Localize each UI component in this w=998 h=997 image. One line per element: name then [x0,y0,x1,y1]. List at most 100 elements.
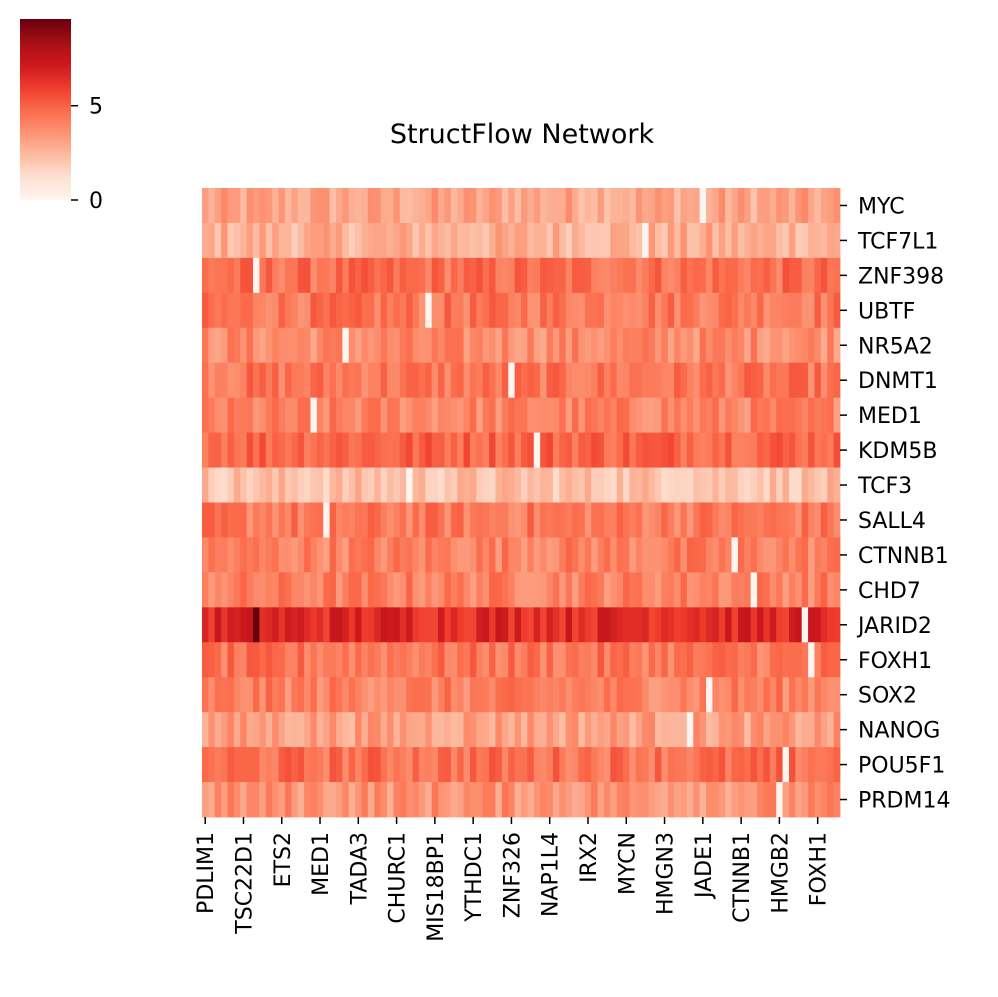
heatmap-cell [297,188,305,224]
heatmap-cell [769,432,777,468]
column-label: TSC22D1 [232,832,257,935]
heatmap-cell [316,467,324,503]
heatmap-cell [795,362,803,399]
heatmap-cell [521,607,528,643]
column-labels: PDLIM1 TSC22D1 ETS2 MED1 TADA3 CHURC1 MIS18BP1… [194,817,832,942]
heatmap-cell [374,677,382,713]
heatmap-cell [412,257,420,294]
heatmap-cell [208,292,216,329]
heatmap-cell [240,572,248,608]
heatmap-cell [667,782,675,818]
heatmap-cell [801,537,809,573]
heatmap-cell [495,292,503,329]
heatmap-cell [406,747,413,783]
heatmap-cell [463,747,471,783]
heatmap-cell [603,572,611,608]
heatmap-cell [750,747,758,783]
heatmap-cell [221,677,228,713]
heatmap-cell [482,292,490,329]
heatmap-cell [208,747,216,783]
heatmap-cell [393,537,401,573]
heatmap-cell [214,397,222,434]
heatmap-cell [253,607,260,643]
heatmap-cell [635,782,643,818]
heatmap-cell [820,292,828,329]
colorbar-tick-label: 5 [89,95,103,120]
heatmap-cell [540,292,547,329]
heatmap-cell [782,747,790,783]
heatmap-cell [801,432,809,468]
heatmap-cell [457,257,464,294]
heatmap-cell [297,222,305,259]
heatmap-cell [514,677,522,713]
heatmap-cell [674,432,681,468]
heatmap-cell [648,712,656,748]
heatmap-cell [342,397,350,434]
heatmap-cell [227,327,235,364]
heatmap-cell [374,467,382,503]
heatmap-cell [342,782,350,818]
heatmap-cell [393,782,401,818]
heatmap-cell [482,432,490,468]
heatmap-cell [380,257,388,294]
heatmap-cell [820,572,828,608]
heatmap-cell [227,467,235,503]
column-label: HMGN3 [654,832,679,915]
heatmap-cell [438,712,445,748]
heatmap-cell [699,607,707,643]
heatmap-cell [227,677,235,713]
heatmap-cell [725,642,732,678]
heatmap-cell [380,467,388,503]
heatmap-cell [233,292,241,329]
heatmap-cell [284,782,292,818]
heatmap-cell [635,502,643,538]
heatmap-cell [265,327,273,364]
heatmap-cell [495,642,503,678]
heatmap-cell [750,572,758,608]
heatmap-cell [693,467,701,503]
heatmap-cell [527,222,535,259]
heatmap-cell [603,502,611,538]
heatmap-cell [578,222,586,259]
heatmap-cell [310,432,318,468]
heatmap-cell [788,502,796,538]
heatmap-cell [635,747,643,783]
heatmap-cell [610,467,618,503]
heatmap-cell [240,362,248,399]
row-label: UBTF [858,299,915,324]
heatmap-cell [623,467,630,503]
heatmap-cell [559,537,567,573]
heatmap-cell [425,397,433,434]
heatmap-cell [776,712,783,748]
heatmap-cell [316,397,324,434]
heatmap-cell [642,257,649,294]
heatmap-cell [769,362,777,399]
heatmap-cell [399,677,407,713]
heatmap-cell [272,327,279,364]
heatmap-cell [616,397,624,434]
heatmap-cell [406,362,413,399]
heatmap-cell [725,712,732,748]
colorbar-ticks: 05 [71,95,103,214]
heatmap-cell [572,222,579,259]
heatmap-cell [463,222,471,259]
heatmap-cell [680,782,688,818]
heatmap-cell [310,292,318,329]
heatmap-cell [725,362,732,399]
heatmap-cell [808,782,815,818]
heatmap-cell [757,257,764,294]
heatmap-cell [406,642,413,678]
heatmap-cell [367,467,375,503]
heatmap-cell [623,782,630,818]
heatmap-cell [648,432,656,468]
heatmap-cell [820,188,828,224]
heatmap-cell [521,327,528,364]
heatmap-cell [457,362,464,399]
heatmap-cell [457,712,464,748]
heatmap-cell [788,327,796,364]
heatmap-cell [208,782,216,818]
heatmap-cell [559,747,567,783]
heatmap-cell [253,782,260,818]
heatmap-cell [265,397,273,434]
heatmap-cell [763,782,771,818]
